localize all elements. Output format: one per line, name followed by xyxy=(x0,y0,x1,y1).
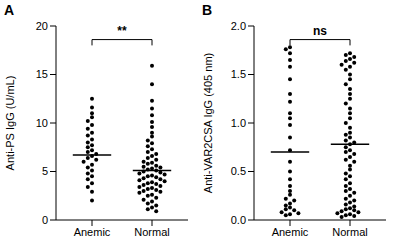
svg-text:15: 15 xyxy=(36,68,48,80)
svg-text:20: 20 xyxy=(36,20,48,32)
svg-text:**: ** xyxy=(117,24,127,38)
svg-text:5: 5 xyxy=(42,165,48,177)
svg-text:0.0: 0.0 xyxy=(231,214,246,226)
svg-text:Anti-VAR2CSA IgG (405 nm): Anti-VAR2CSA IgG (405 nm) xyxy=(202,53,214,193)
svg-text:Normal: Normal xyxy=(134,226,169,238)
svg-text:Normal: Normal xyxy=(332,226,367,238)
svg-text:1.0: 1.0 xyxy=(231,117,246,129)
svg-text:Anemic: Anemic xyxy=(74,226,111,238)
svg-text:0: 0 xyxy=(42,214,48,226)
svg-text:1.5: 1.5 xyxy=(231,68,246,80)
svg-text:2.0: 2.0 xyxy=(231,20,246,32)
html-text:B: B xyxy=(202,2,213,18)
svg-text:0.5: 0.5 xyxy=(231,165,246,177)
svg-text:Anemic: Anemic xyxy=(272,226,309,238)
svg-text:ns: ns xyxy=(313,24,327,38)
svg-text:Anti-PS IgG (U/mL): Anti-PS IgG (U/mL) xyxy=(8,76,16,171)
svg-text:10: 10 xyxy=(36,117,48,129)
html-text:A: A xyxy=(4,2,15,18)
